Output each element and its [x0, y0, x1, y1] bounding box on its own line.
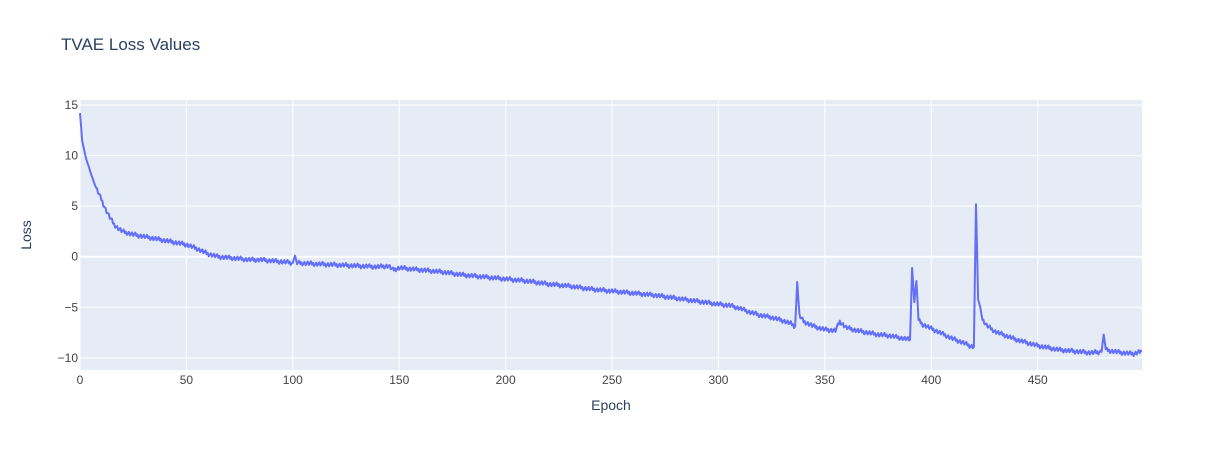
x-axis-title: Epoch	[591, 397, 631, 413]
x-tick-label: 450	[1028, 373, 1048, 387]
y-tick-label: 10	[65, 149, 79, 163]
x-tick-label: 100	[283, 373, 303, 387]
x-tick-label: 200	[496, 373, 516, 387]
x-tick-label: 150	[389, 373, 409, 387]
y-tick-label: 0	[71, 250, 78, 264]
y-tick-label: −10	[58, 351, 79, 365]
y-tick-label: −5	[64, 300, 78, 314]
plot-area	[80, 100, 1142, 370]
y-axis-title: Loss	[18, 220, 34, 250]
x-tick-label: 350	[815, 373, 835, 387]
y-tick-label: 5	[71, 199, 78, 213]
chart-title: TVAE Loss Values	[61, 35, 200, 54]
x-tick-label: 250	[602, 373, 622, 387]
x-tick-label: 50	[180, 373, 194, 387]
grid-lines	[79, 100, 1142, 370]
loss-series-line	[79, 113, 1143, 358]
x-tick-label: 400	[921, 373, 941, 387]
y-tick-label: 15	[65, 98, 79, 112]
x-tick-label: 300	[708, 373, 728, 387]
x-tick-label: 0	[77, 373, 84, 387]
